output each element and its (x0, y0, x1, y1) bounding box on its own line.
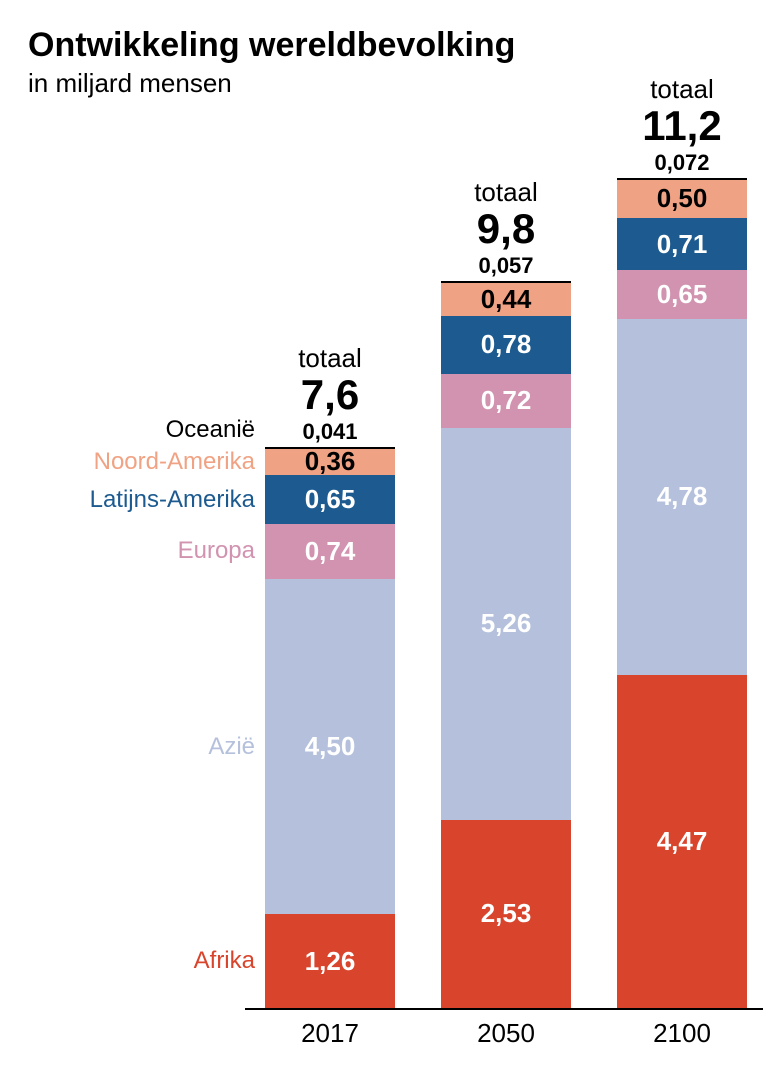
segment-europa: 0,74 (265, 524, 395, 579)
bar-2050: 2,53 5,26 0,72 0,78 0,44 (441, 283, 571, 1008)
segment-afrika: 4,47 (617, 675, 747, 1008)
oceania-value: 0,057 (441, 253, 571, 279)
segment-value: 2,53 (481, 898, 532, 929)
segment-nam: 0,44 (441, 283, 571, 316)
segment-value: 0,36 (305, 446, 356, 477)
segment-nam: 0,36 (265, 449, 395, 476)
segment-latam: 0,71 (617, 218, 747, 271)
oceania-line (265, 447, 395, 449)
segment-value: 0,50 (657, 183, 708, 214)
region-label-nam: Noord-Amerika (94, 448, 255, 476)
segment-value: 0,44 (481, 284, 532, 315)
segment-latam: 0,78 (441, 316, 571, 374)
oceania-line (617, 178, 747, 180)
segment-value: 1,26 (305, 946, 356, 977)
segment-latam: 0,65 (265, 475, 395, 523)
segment-afrika: 2,53 (441, 820, 571, 1008)
segment-value: 4,50 (305, 731, 356, 762)
region-label-oceanie: Oceanië (166, 416, 255, 444)
segment-europa: 0,72 (441, 374, 571, 428)
segment-value: 0,71 (657, 229, 708, 260)
total-value: 9,8 (441, 205, 571, 253)
segment-value: 4,78 (657, 481, 708, 512)
segment-azie: 4,78 (617, 319, 747, 675)
total-label: totaal (617, 74, 747, 105)
year-label: 2050 (441, 1018, 571, 1049)
year-label: 2100 (617, 1018, 747, 1049)
total-label: totaal (265, 343, 395, 374)
segment-value: 5,26 (481, 608, 532, 639)
segment-value: 0,72 (481, 385, 532, 416)
segment-value: 0,78 (481, 329, 532, 360)
segment-value: 0,65 (657, 279, 708, 310)
year-label: 2017 (265, 1018, 395, 1049)
oceania-value: 0,041 (265, 419, 395, 445)
bar-2017: 1,26 4,50 0,74 0,65 0,36 (265, 449, 395, 1008)
bar-2100: 4,47 4,78 0,65 0,71 0,50 (617, 180, 747, 1008)
segment-azie: 5,26 (441, 428, 571, 820)
segment-value: 0,74 (305, 536, 356, 567)
segment-europa: 0,65 (617, 270, 747, 318)
x-axis (245, 1008, 763, 1010)
region-label-latam: Latijns-Amerika (90, 486, 255, 514)
oceania-value: 0,072 (617, 150, 747, 176)
segment-afrika: 1,26 (265, 914, 395, 1008)
segment-azie: 4,50 (265, 579, 395, 914)
region-label-azie: Azië (208, 733, 255, 761)
region-label-europa: Europa (178, 537, 255, 565)
total-value: 7,6 (265, 371, 395, 419)
segment-nam: 0,50 (617, 180, 747, 217)
region-label-afrika: Afrika (194, 947, 255, 975)
oceania-line (441, 281, 571, 283)
segment-value: 0,65 (305, 484, 356, 515)
total-value: 11,2 (617, 102, 747, 150)
total-label: totaal (441, 177, 571, 208)
segment-value: 4,47 (657, 826, 708, 857)
stacked-bar-chart: 1,264,500,740,650,360,0417,6totaal20172,… (0, 0, 763, 1070)
